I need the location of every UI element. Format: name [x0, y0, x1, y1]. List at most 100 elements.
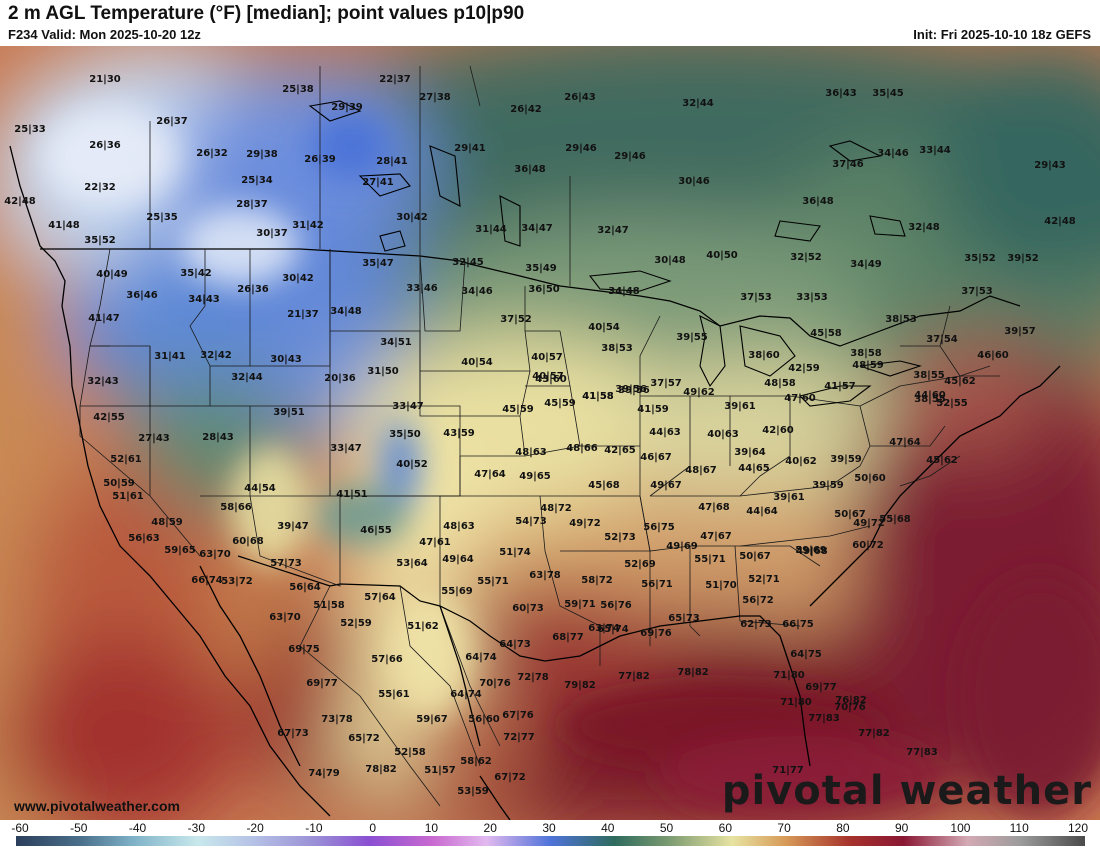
point-value-label: 78|82 — [365, 764, 397, 775]
point-value-label: 29|38 — [246, 149, 278, 160]
point-value-label: 53|59 — [457, 786, 489, 797]
point-value-label: 55|71 — [477, 576, 509, 587]
point-value-label: 38|55 — [913, 370, 945, 381]
point-value-label: 65|73 — [668, 613, 700, 624]
map-canvas: 21|30 25|38 22|37 27|38 29|39 26|42 26|43 32|44… — [0, 46, 1100, 820]
point-value-label: 49|67 — [650, 480, 682, 491]
point-value-label: 22|37 — [379, 74, 411, 85]
point-value-label: 47|64 — [474, 469, 506, 480]
point-value-label: 51|74 — [499, 547, 531, 558]
point-value-label: 31|44 — [475, 224, 507, 235]
point-value-label: 31|41 — [154, 351, 186, 362]
state-borders — [79, 65, 1000, 807]
point-value-label: 26|36 — [89, 140, 121, 151]
point-value-label: 25|35 — [146, 212, 178, 223]
point-value-label: 32|43 — [87, 376, 119, 387]
point-value-label: 31|50 — [367, 366, 399, 377]
point-value-label: 65|72 — [348, 733, 380, 744]
point-value-label: 35|50 — [389, 429, 421, 440]
point-value-label: 38|53 — [885, 314, 917, 325]
temperature-map[interactable]: 21|30 25|38 22|37 27|38 29|39 26|42 26|43 32|44… — [0, 46, 1100, 820]
point-value-label: 41|59 — [637, 404, 669, 415]
point-value-label: 49|68 — [796, 546, 828, 557]
temperature-detail — [40, 106, 1100, 816]
point-value-label: 36|43 — [825, 88, 857, 99]
point-value-label: 40|63 — [707, 429, 739, 440]
point-value-label: 28|43 — [202, 432, 234, 443]
legend-tick-labels: -60 -50 -40 -30 -20 -10 0 10 20 30 40 50 60 70 80 90 100… — [0, 820, 1100, 836]
point-value-label: 26|32 — [196, 148, 228, 159]
point-value-label: 37|53 — [961, 286, 993, 297]
legend-tick-label: 120 — [1067, 821, 1089, 835]
point-value-label: 34|47 — [521, 223, 553, 234]
point-value-label: 45|68 — [588, 480, 620, 491]
point-value-label: 56|75 — [643, 522, 675, 533]
point-value-label: 67|73 — [277, 728, 309, 739]
point-value-label: 66|74 — [191, 575, 223, 586]
color-legend: -60 -50 -40 -30 -20 -10 0 10 20 30 40 50 60 70 80 90 100… — [0, 820, 1100, 850]
point-value-label: 46|60 — [977, 350, 1009, 361]
point-value-label: 66|75 — [782, 619, 814, 630]
point-value-label: 51|57 — [424, 765, 456, 776]
point-value-label: 25|34 — [241, 175, 273, 186]
point-value-label: 30|37 — [256, 228, 288, 239]
point-value-label: 54|73 — [515, 516, 547, 527]
legend-tick-label: -50 — [70, 821, 88, 835]
point-value-label: 48|66 — [566, 443, 598, 454]
point-value-label: 55|61 — [378, 689, 410, 700]
point-value-label: 48|67 — [685, 465, 717, 476]
point-value-label: 45|58 — [810, 328, 842, 339]
point-value-label: 77|83 — [808, 713, 840, 724]
legend-tick-label: 100 — [950, 821, 971, 835]
point-value-label: 21|37 — [287, 309, 319, 320]
legend-tick-label: -20 — [246, 821, 264, 835]
point-value-label: 45|59 — [502, 404, 534, 415]
legend-tick-label: 10 — [424, 821, 439, 835]
legend-tick-label: 80 — [836, 821, 850, 835]
point-value-label: 49|72 — [853, 518, 885, 529]
point-value-label: 49|65 — [519, 471, 551, 482]
point-value-label: 40|54 — [461, 357, 493, 368]
point-value-label: 25|38 — [282, 84, 314, 95]
point-value-label: 73|78 — [321, 714, 353, 725]
point-value-label: 32|44 — [231, 372, 263, 383]
point-value-label: 63|70 — [269, 612, 301, 623]
point-value-label: 69|77 — [805, 682, 837, 693]
point-value-label: 51|62 — [407, 621, 439, 632]
point-value-label: 41|51 — [336, 489, 368, 500]
point-value-label: 34|49 — [850, 259, 882, 270]
point-value-label: 41|47 — [88, 313, 120, 324]
point-value-label: 49|62 — [683, 387, 715, 398]
point-value-label: 47|61 — [419, 537, 451, 548]
point-value-label: 59|69 — [795, 545, 827, 556]
point-value-label: 39|55 — [676, 332, 708, 343]
point-value-label: 29|41 — [454, 143, 486, 154]
point-value-label: 58|62 — [460, 756, 492, 767]
point-value-label: 32|48 — [908, 222, 940, 233]
point-value-label: 37|46 — [832, 159, 864, 170]
point-value-label: 63|74 — [588, 623, 620, 634]
point-value-label: 25|33 — [14, 124, 46, 135]
point-value-label: 39|47 — [277, 521, 309, 532]
point-value-label: 39|51 — [273, 407, 305, 418]
legend-tick-label: -40 — [128, 821, 147, 835]
point-value-label: 48|58 — [764, 378, 796, 389]
map-title: 2 m AGL Temperature (°F) [median]; point… — [8, 3, 525, 24]
point-value-label: 68|77 — [552, 632, 584, 643]
legend-tick-label: 20 — [483, 821, 497, 835]
point-value-label: 51|70 — [705, 580, 737, 591]
point-value-label: 33|47 — [392, 401, 424, 412]
point-value-label: 32|44 — [682, 98, 714, 109]
point-value-labels: 21|30 25|38 22|37 27|38 29|39 26|42 26|43 32|44… — [4, 74, 1076, 797]
point-value-label: 39|59 — [830, 454, 862, 465]
point-value-label: 29|43 — [1034, 160, 1066, 171]
legend-tick-label: 50 — [659, 821, 674, 835]
point-value-label: 49|72 — [569, 518, 601, 529]
point-value-label: 55|68 — [879, 514, 911, 525]
point-value-label: 35|52 — [964, 253, 996, 264]
point-value-label: 48|63 — [443, 521, 475, 532]
website-url[interactable]: www.pivotalweather.com — [14, 798, 180, 814]
coastlines — [9, 145, 1061, 820]
point-value-label: 26|43 — [564, 92, 596, 103]
point-value-label: 30|48 — [654, 255, 686, 266]
